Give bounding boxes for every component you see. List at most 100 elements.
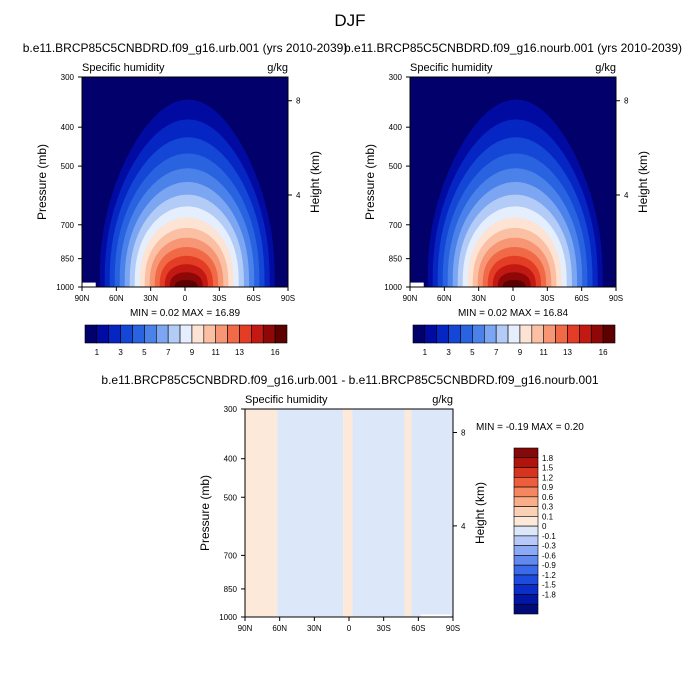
colorbar-swatch bbox=[513, 574, 539, 586]
panel-diff-field bbox=[245, 409, 453, 617]
panel-urb-ylabel: Pressure (mb) bbox=[35, 144, 49, 220]
latitude-tick-label: 90S bbox=[446, 624, 460, 633]
pressure-tick-label: 400 bbox=[224, 455, 238, 464]
colorbar-swatch bbox=[513, 525, 539, 537]
colorbar-urb: 1 3 5 7 9 11 13 16 bbox=[84, 324, 288, 357]
latitude-tick-label: 30S bbox=[540, 294, 554, 303]
colorbar-label: 11 bbox=[540, 348, 549, 357]
difference-band bbox=[277, 409, 344, 617]
figure-title: DJF bbox=[334, 11, 365, 30]
pressure-tick-label: 400 bbox=[389, 123, 403, 132]
colorbar-label: -0.9 bbox=[542, 561, 556, 570]
colorbar-label: 1.8 bbox=[542, 454, 554, 463]
colorbar-label: -1.8 bbox=[542, 590, 556, 599]
colorbar-swatch bbox=[513, 447, 539, 459]
colorbar-swatch bbox=[513, 457, 539, 468]
difference-band bbox=[245, 409, 278, 617]
latitude-tick-label: 90S bbox=[281, 294, 295, 303]
colorbar-swatch bbox=[567, 324, 580, 344]
colorbar-swatch bbox=[513, 476, 539, 488]
colorbar-swatch bbox=[144, 324, 157, 344]
panel-urb-ylabel-right: Height (km) bbox=[308, 151, 322, 213]
latitude-tick-label: 90N bbox=[403, 294, 418, 303]
colorbar-swatch bbox=[513, 555, 539, 566]
colorbar-swatch bbox=[531, 324, 545, 344]
colorbar-swatch bbox=[507, 324, 521, 344]
colorbar-swatch bbox=[179, 324, 193, 344]
panel-diff-title: b.e11.BRCP85C5CNBDRD.f09_g16.urb.001 - b… bbox=[101, 373, 598, 387]
latitude-tick-label: 30S bbox=[212, 294, 226, 303]
colorbar-swatch bbox=[262, 324, 276, 344]
colorbar-label: 11 bbox=[212, 348, 221, 357]
latitude-tick-label: 60S bbox=[247, 294, 261, 303]
colorbar-swatch bbox=[513, 486, 539, 498]
colorbar-label: 1 bbox=[423, 348, 428, 357]
latitude-tick-label: 30N bbox=[471, 294, 486, 303]
height-tick-label: 4 bbox=[624, 191, 629, 200]
panel-urb-field bbox=[82, 77, 288, 287]
panel-diff-minmax: MIN = -0.19 MAX = 0.20 bbox=[476, 422, 584, 433]
height-tick-label: 8 bbox=[296, 97, 301, 106]
panel-nourb: b.e11.BRCP85C5CNBDRD.f09_g16.nourb.001 (… bbox=[344, 41, 682, 319]
colorbar-swatch bbox=[513, 594, 539, 605]
colorbar-swatch bbox=[251, 324, 264, 344]
panel-nourb-ylabel: Pressure (mb) bbox=[363, 144, 377, 220]
pressure-tick-label: 300 bbox=[61, 73, 75, 82]
missing-data-region bbox=[410, 282, 424, 287]
latitude-tick-label: 0 bbox=[347, 624, 352, 633]
latitude-tick-label: 60N bbox=[109, 294, 124, 303]
colorbar-label: 5 bbox=[142, 348, 147, 357]
panel-nourb-units: g/kg bbox=[595, 62, 616, 74]
colorbar-label: 0.1 bbox=[542, 512, 554, 521]
colorbar-label: 0.6 bbox=[542, 493, 554, 502]
colorbar-label: 0 bbox=[542, 522, 547, 531]
latitude-tick-label: 60S bbox=[411, 624, 425, 633]
colorbar-label: 3 bbox=[446, 348, 451, 357]
colorbar-swatch bbox=[424, 324, 438, 344]
colorbar-swatch bbox=[167, 324, 181, 344]
panel-nourb-title: b.e11.BRCP85C5CNBDRD.f09_g16.nourb.001 (… bbox=[344, 41, 682, 55]
colorbar-label: 3 bbox=[118, 348, 123, 357]
panel-diff-ylabel: Pressure (mb) bbox=[198, 475, 212, 551]
colorbar-label: 1.2 bbox=[542, 473, 554, 482]
colorbar-label: 13 bbox=[563, 348, 572, 357]
missing-data-region bbox=[420, 614, 451, 617]
colorbar-label: 9 bbox=[518, 348, 523, 357]
missing-data-region bbox=[82, 282, 96, 287]
pressure-tick-label: 850 bbox=[61, 255, 75, 264]
colorbar-label: 1.5 bbox=[542, 464, 554, 473]
height-tick-label: 4 bbox=[461, 522, 466, 531]
colorbar-swatch bbox=[513, 535, 539, 546]
latitude-tick-label: 90N bbox=[75, 294, 90, 303]
humidity-contour-level bbox=[174, 279, 198, 287]
colorbar-swatch bbox=[513, 564, 539, 576]
pressure-tick-label: 1000 bbox=[56, 283, 74, 292]
colorbar-swatch bbox=[472, 324, 485, 344]
colorbar-swatch bbox=[513, 467, 539, 478]
colorbar-swatch bbox=[495, 324, 509, 344]
colorbar-label: -1.5 bbox=[542, 581, 556, 590]
latitude-tick-label: 60N bbox=[437, 294, 452, 303]
panel-diff-units: g/kg bbox=[432, 394, 453, 406]
pressure-tick-label: 1000 bbox=[384, 283, 402, 292]
difference-band bbox=[352, 409, 405, 617]
latitude-tick-label: 60S bbox=[575, 294, 589, 303]
colorbar-swatch bbox=[513, 496, 539, 507]
colorbar-diff: 1.81.51.20.90.60.30.10-0.1-0.3-0.6-0.9-1… bbox=[513, 447, 556, 615]
colorbar-swatch bbox=[120, 324, 133, 344]
pressure-tick-label: 700 bbox=[389, 221, 403, 230]
colorbar-swatch bbox=[602, 324, 616, 344]
colorbar-swatch bbox=[543, 324, 556, 344]
colorbar-label: 16 bbox=[599, 348, 608, 357]
colorbar-swatch bbox=[155, 324, 169, 344]
colorbar-swatch bbox=[96, 324, 110, 344]
pressure-tick-label: 500 bbox=[61, 162, 75, 171]
latitude-tick-label: 90N bbox=[238, 624, 253, 633]
colorbar-label: -1.2 bbox=[542, 571, 556, 580]
colorbar-swatch bbox=[436, 324, 449, 344]
colorbar-swatch bbox=[513, 516, 539, 527]
latitude-tick-label: 0 bbox=[511, 294, 516, 303]
colorbar-swatch bbox=[513, 545, 539, 556]
colorbar-swatch bbox=[519, 324, 533, 344]
colorbar-swatch bbox=[460, 324, 473, 344]
